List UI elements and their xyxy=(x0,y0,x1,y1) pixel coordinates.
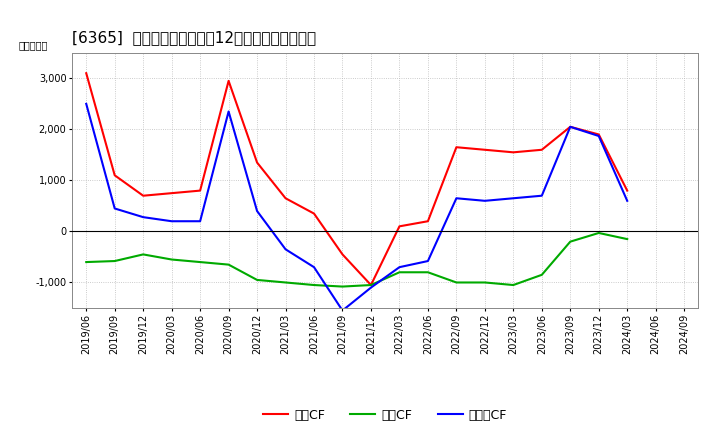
営業CF xyxy=(395,224,404,229)
投資CF xyxy=(395,270,404,275)
営業CF xyxy=(310,211,318,216)
営業CF xyxy=(480,147,489,152)
フリーCF xyxy=(310,264,318,270)
フリーCF xyxy=(395,264,404,270)
投資CF xyxy=(595,230,603,235)
フリーCF xyxy=(452,196,461,201)
営業CF xyxy=(595,132,603,137)
営業CF xyxy=(338,252,347,257)
営業CF xyxy=(566,124,575,129)
フリーCF xyxy=(196,219,204,224)
営業CF xyxy=(423,219,432,224)
フリーCF xyxy=(82,101,91,106)
営業CF xyxy=(167,191,176,196)
フリーCF xyxy=(566,124,575,129)
投資CF xyxy=(82,260,91,265)
Line: フリーCF: フリーCF xyxy=(86,104,627,311)
営業CF xyxy=(139,193,148,198)
投資CF xyxy=(253,277,261,282)
営業CF xyxy=(452,145,461,150)
営業CF xyxy=(82,70,91,76)
投資CF xyxy=(110,258,119,264)
投資CF xyxy=(480,280,489,285)
Text: （百万円）: （百万円） xyxy=(19,40,48,50)
投資CF xyxy=(282,280,290,285)
Line: 営業CF: 営業CF xyxy=(86,73,627,285)
営業CF xyxy=(509,150,518,155)
Text: [6365]  キャッシュフローの12か月移動合計の推移: [6365] キャッシュフローの12か月移動合計の推移 xyxy=(72,29,316,45)
営業CF xyxy=(110,172,119,178)
投資CF xyxy=(623,236,631,242)
フリーCF xyxy=(167,219,176,224)
フリーCF xyxy=(282,247,290,252)
営業CF xyxy=(537,147,546,152)
投資CF xyxy=(225,262,233,267)
投資CF xyxy=(310,282,318,288)
フリーCF xyxy=(366,285,375,290)
フリーCF xyxy=(253,209,261,214)
フリーCF xyxy=(139,215,148,220)
フリーCF xyxy=(110,206,119,211)
フリーCF xyxy=(623,198,631,203)
Line: 投資CF: 投資CF xyxy=(86,233,627,286)
フリーCF xyxy=(537,193,546,198)
投資CF xyxy=(366,282,375,288)
投資CF xyxy=(423,270,432,275)
営業CF xyxy=(225,78,233,84)
フリーCF xyxy=(423,258,432,264)
フリーCF xyxy=(480,198,489,203)
投資CF xyxy=(537,272,546,278)
営業CF xyxy=(196,188,204,193)
投資CF xyxy=(338,284,347,289)
営業CF xyxy=(623,188,631,193)
フリーCF xyxy=(509,196,518,201)
フリーCF xyxy=(595,133,603,139)
フリーCF xyxy=(225,109,233,114)
フリーCF xyxy=(338,308,347,313)
Legend: 営業CF, 投資CF, フリーCF: 営業CF, 投資CF, フリーCF xyxy=(258,403,512,426)
投資CF xyxy=(452,280,461,285)
投資CF xyxy=(566,239,575,244)
投資CF xyxy=(139,252,148,257)
営業CF xyxy=(253,160,261,165)
営業CF xyxy=(282,196,290,201)
投資CF xyxy=(167,257,176,262)
営業CF xyxy=(366,282,375,288)
投資CF xyxy=(196,260,204,265)
投資CF xyxy=(509,282,518,288)
